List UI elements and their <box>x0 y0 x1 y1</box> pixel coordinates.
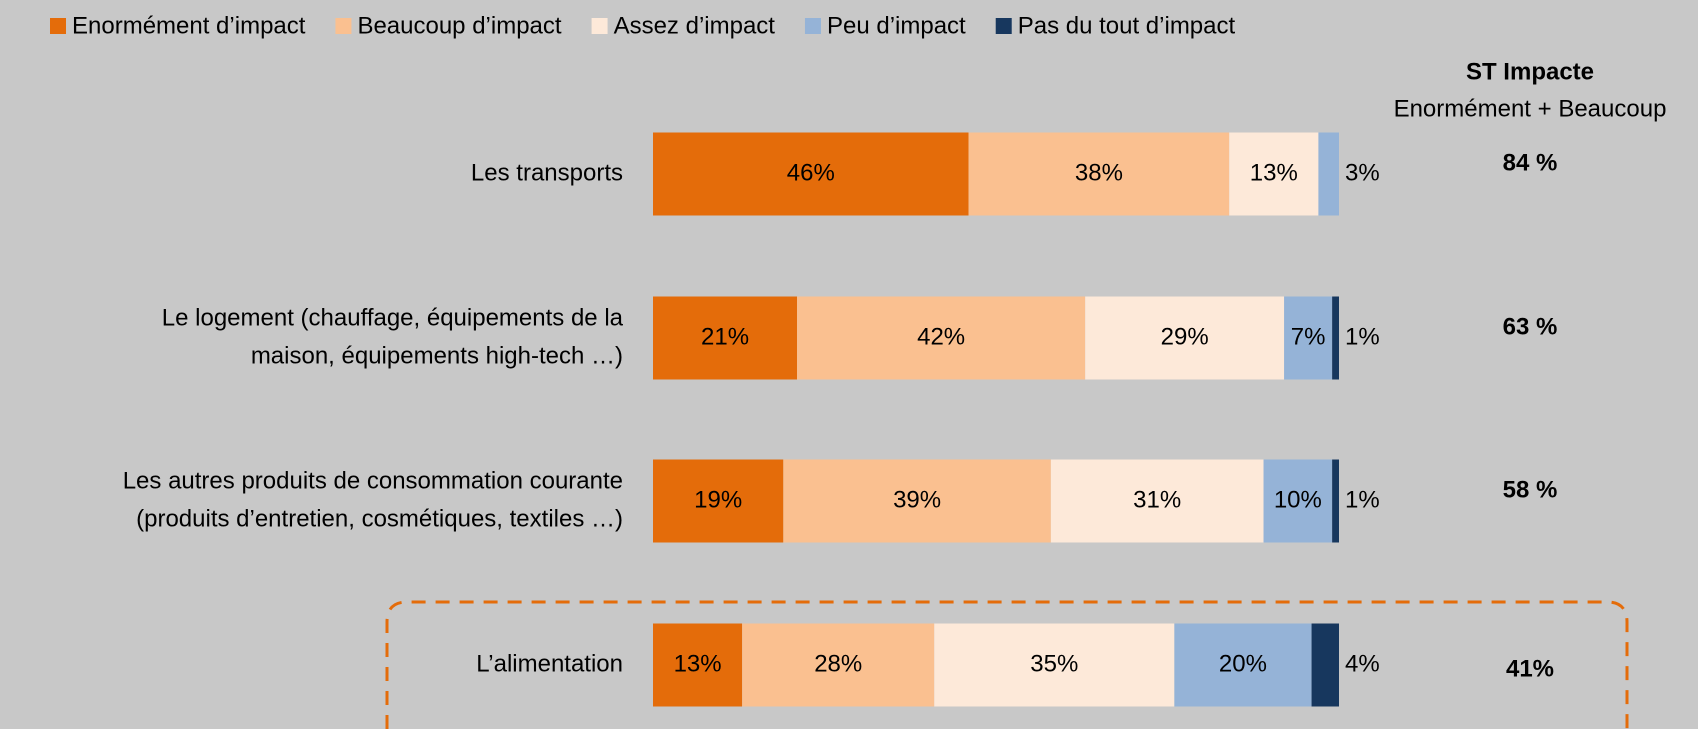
value-label: 42% <box>917 323 965 350</box>
bar-segment <box>653 623 743 707</box>
value-label: 13% <box>1250 159 1298 186</box>
value-label: 31% <box>1133 486 1181 513</box>
bar-segment <box>1263 459 1333 543</box>
category-label: maison, équipements high-tech …) <box>251 342 623 369</box>
value-label: 1% <box>1345 323 1380 350</box>
bar-segment <box>653 296 798 380</box>
bar-segment <box>783 459 1051 543</box>
bar-segment <box>1332 459 1339 543</box>
value-label: 21% <box>701 323 749 350</box>
legend-label: Enormément d’impact <box>72 12 306 39</box>
legend-label: Peu d’impact <box>827 12 966 39</box>
bar-segment <box>653 459 784 543</box>
value-label: 28% <box>814 650 862 677</box>
legend-label: Beaucoup d’impact <box>357 12 561 39</box>
bar-segment <box>1318 132 1339 216</box>
bar-segment <box>653 132 969 216</box>
value-label: 39% <box>893 486 941 513</box>
value-label: 38% <box>1075 159 1123 186</box>
category-label: Le logement (chauffage, équipements de l… <box>162 304 624 331</box>
legend-label: Pas du tout d’impact <box>1018 12 1236 39</box>
bar-segment <box>797 296 1086 380</box>
category-label: Les transports <box>471 159 623 186</box>
legend-swatch <box>591 18 608 34</box>
total-label: 58 % <box>1503 476 1558 503</box>
category-label: L’alimentation <box>476 650 623 677</box>
bar-segment <box>1174 623 1312 707</box>
value-label: 46% <box>787 159 835 186</box>
bar-segment <box>1284 296 1333 380</box>
legend-swatch <box>335 18 352 34</box>
bar-segment <box>1050 459 1264 543</box>
legend-label: Assez d’impact <box>614 12 776 39</box>
bar-segment <box>1332 296 1339 380</box>
totals-title: ST Impacte <box>1466 58 1594 85</box>
bar-segment <box>934 623 1175 707</box>
value-label: 19% <box>694 486 742 513</box>
bar-segment <box>1311 623 1339 707</box>
value-label: 29% <box>1161 323 1209 350</box>
bar-segment <box>1085 296 1285 380</box>
total-label: 84 % <box>1503 149 1558 176</box>
value-label: 3% <box>1345 159 1380 186</box>
value-label: 13% <box>674 650 722 677</box>
bar-segment <box>1229 132 1319 216</box>
totals-subtitle: Enormément + Beaucoup <box>1394 95 1667 122</box>
bar-segment <box>742 623 935 707</box>
value-label: 4% <box>1345 650 1380 677</box>
value-label: 10% <box>1274 486 1322 513</box>
total-label: 63 % <box>1503 313 1558 340</box>
legend-swatch <box>995 18 1012 34</box>
value-label: 20% <box>1219 650 1267 677</box>
legend-swatch <box>804 18 821 34</box>
bar-segment <box>968 132 1230 216</box>
value-label: 1% <box>1345 486 1380 513</box>
value-label: 35% <box>1030 650 1078 677</box>
category-label: (produits d’entretien, cosmétiques, text… <box>136 505 623 532</box>
legend-swatch <box>50 18 66 34</box>
category-label: Les autres produits de consommation cour… <box>123 467 623 494</box>
total-label: 41% <box>1506 655 1554 682</box>
value-label: 7% <box>1291 323 1326 350</box>
